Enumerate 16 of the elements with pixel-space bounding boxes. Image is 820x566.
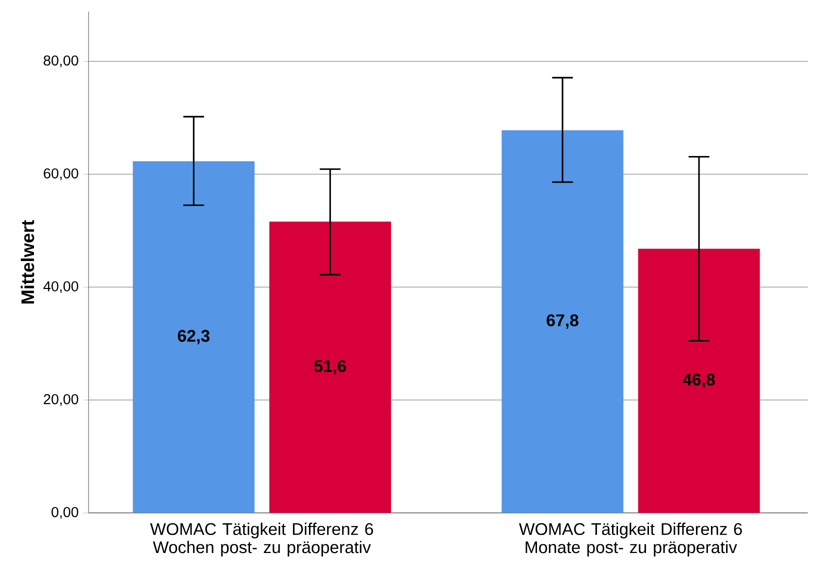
bar	[638, 248, 760, 513]
data-label: 62,3	[178, 330, 210, 344]
data-label: 51,6	[314, 360, 346, 374]
y-tick-label: 40,00	[43, 281, 78, 293]
bar	[132, 161, 255, 513]
y-tick-label: 80,00	[44, 55, 78, 68]
data-label: 46,8	[682, 373, 715, 388]
x-tick-label: WOMAC Tätigkeit Differenz 6 Monate post- zu präoperativ	[518, 522, 742, 556]
y-axis-title: Mittelwert	[20, 220, 34, 304]
bar	[502, 130, 624, 513]
y-tick-label: 0,00	[52, 506, 78, 519]
y-tick-label: 60,00	[44, 168, 78, 180]
bar	[269, 221, 392, 513]
data-label: 67,8	[546, 314, 578, 329]
x-tick-label: WOMAC Tätigkeit Differenz 6 Wochen post- zu präoperativ	[150, 522, 374, 556]
y-tick-label: 20,00	[44, 394, 78, 406]
